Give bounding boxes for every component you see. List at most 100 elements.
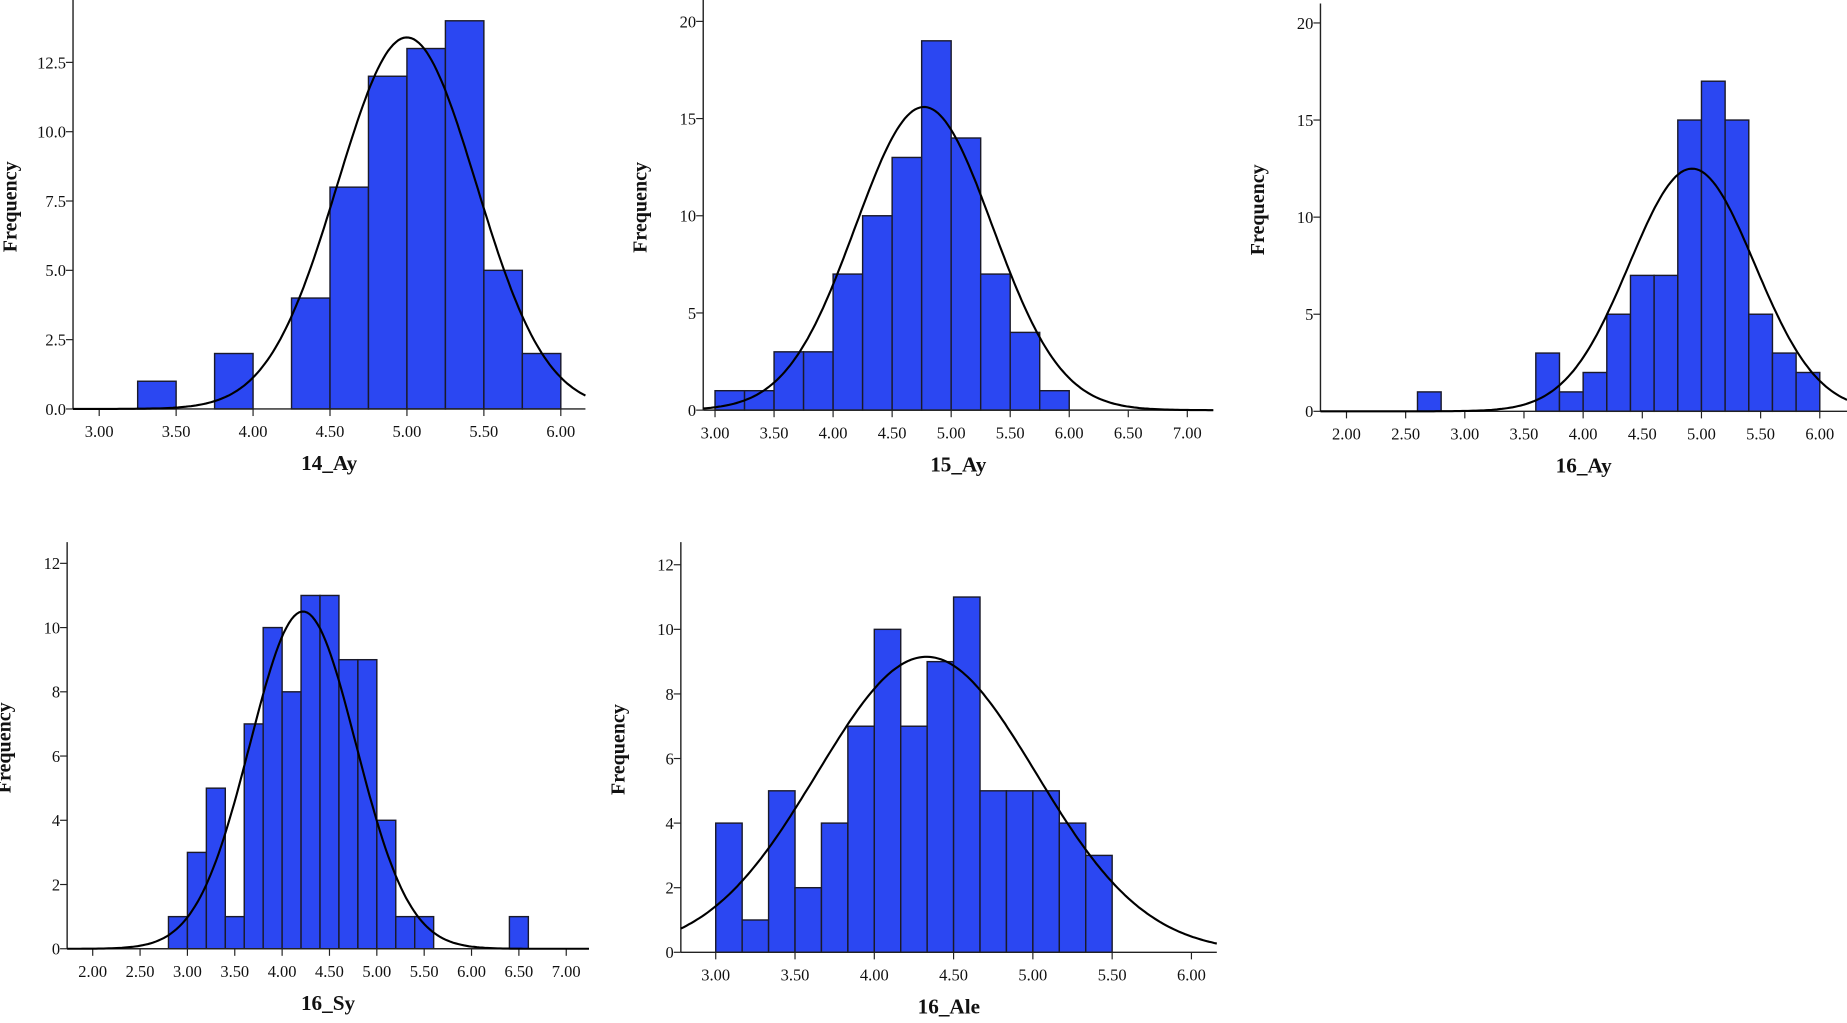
x-tick-label: 4.50 <box>316 422 345 441</box>
y-axis-title: Frequency <box>1247 164 1269 255</box>
x-tick-label: 3.00 <box>701 966 730 985</box>
histogram-bar <box>832 273 864 411</box>
y-tick-label: 0 <box>666 943 674 962</box>
histogram-bar <box>395 915 416 950</box>
y-tick-label: 4 <box>52 811 60 830</box>
histogram-bar <box>773 351 805 411</box>
y-tick-label: 2 <box>52 875 60 894</box>
y-tick-label: 4 <box>666 814 674 833</box>
histogram-bar <box>406 47 447 410</box>
x-tick-label: 6.50 <box>1114 423 1143 442</box>
histogram-bar <box>414 915 435 950</box>
x-tick-label: 3.00 <box>173 962 202 981</box>
histogram-bar <box>300 594 321 950</box>
y-tick-label: 2 <box>666 879 674 898</box>
x-tick-label: 5.00 <box>393 422 422 441</box>
histogram-16_Ay: 2.00 2.50 3.00 3.50 4.00 4.50 5.00 5.50 6.00 0 5 10… <box>1247 3 1847 478</box>
histogram-bar <box>1009 331 1041 411</box>
y-tick-label: 5.0 <box>45 261 66 280</box>
x-tick-label: 5.50 <box>469 422 498 441</box>
histogram-bar <box>847 725 876 953</box>
y-axis-title: Frequency <box>0 702 16 793</box>
histogram-bar <box>376 819 397 950</box>
x-tick-label: 5.00 <box>362 962 391 981</box>
y-tick-label: 2.5 <box>45 331 66 350</box>
x-tick-label: 4.50 <box>1628 425 1657 444</box>
x-tick-label: 6.00 <box>1805 425 1834 444</box>
histogram-bar <box>1558 391 1584 413</box>
histogram-bar <box>920 40 952 411</box>
x-tick-label: 3.50 <box>220 962 249 981</box>
y-tick-label: 10 <box>1297 208 1313 227</box>
x-tick-label: 6.00 <box>457 962 486 981</box>
y-tick-label: 15 <box>680 109 696 128</box>
x-tick-label: 4.50 <box>939 966 968 985</box>
histogram-bar <box>1005 790 1034 953</box>
x-tick-label: 5.00 <box>1687 425 1716 444</box>
histogram-bar <box>1677 119 1703 413</box>
histogram-bar <box>979 273 1011 411</box>
x-tick-label: 2.50 <box>1391 425 1420 444</box>
x-tick-label: 7.00 <box>1173 423 1202 442</box>
histogram-bar <box>1606 313 1632 413</box>
y-tick-label: 20 <box>680 12 696 31</box>
histogram-bar <box>205 787 227 950</box>
histogram-bar <box>329 186 370 410</box>
x-tick-label: 5.50 <box>410 962 439 981</box>
histogram-bar <box>186 851 208 950</box>
y-tick-label: 10 <box>44 618 60 637</box>
histogram-bar <box>1582 371 1608 413</box>
histogram-bar <box>1653 274 1679 413</box>
y-axis-title: Frequency <box>0 161 21 252</box>
histogram-bar <box>794 886 823 953</box>
y-tick-label: 0.0 <box>45 400 66 419</box>
histogram-bar <box>136 380 177 410</box>
y-tick-label: 20 <box>1297 14 1313 33</box>
histogram-bar <box>861 215 893 411</box>
x-tick-label: 2.00 <box>1332 425 1361 444</box>
normal-curve <box>680 655 1218 945</box>
x-tick-label: 3.00 <box>701 423 730 442</box>
histogram-bar <box>1085 854 1113 953</box>
y-tick-label: 0 <box>1305 402 1313 421</box>
histogram-bar <box>224 915 245 950</box>
histogram-bar <box>213 352 254 410</box>
normal-curve <box>1320 167 1847 413</box>
y-axis-title: Frequency <box>630 162 652 253</box>
y-tick-label: 6 <box>52 747 60 766</box>
histogram-bar <box>1039 389 1070 411</box>
histogram-bar <box>820 822 849 953</box>
histogram-16_Sy: 2.00 2.50 3.00 3.50 4.00 4.50 5.00 5.50 6.00 6.50… <box>0 542 589 1015</box>
histogram-bar <box>952 596 981 953</box>
histogram-15_Ay: 3.00 3.50 4.00 4.50 5.00 5.50 6.00 6.50 7.00 0 5 10… <box>630 0 1214 476</box>
histogram-bar <box>873 628 902 953</box>
y-tick-label: 10.0 <box>37 123 66 142</box>
x-axis-title: 16_Sy <box>301 991 356 1015</box>
y-tick-label: 12.5 <box>37 53 66 72</box>
histogram-bar <box>715 822 743 953</box>
histogram-bar <box>1748 313 1774 413</box>
x-tick-label: 4.00 <box>819 423 848 442</box>
y-tick-label: 12 <box>44 554 60 573</box>
x-axis-title: 15_Ay <box>930 452 986 476</box>
x-tick-label: 4.50 <box>315 962 344 981</box>
histogram-bar <box>508 915 530 950</box>
y-tick-label: 12 <box>657 556 673 575</box>
x-axis-title: 14_Ay <box>301 451 357 475</box>
x-tick-label: 2.00 <box>78 962 107 981</box>
histogram-bar <box>979 790 1008 953</box>
histogram-bar <box>367 75 408 410</box>
histogram-bar <box>357 658 378 950</box>
x-tick-label: 7.00 <box>552 962 581 981</box>
histogram-bar <box>290 297 331 410</box>
y-tick-label: 6 <box>666 749 674 768</box>
histogram-bar <box>338 658 359 950</box>
y-tick-label: 5 <box>688 304 696 323</box>
x-tick-label: 6.50 <box>504 962 533 981</box>
histogram-bar <box>262 626 283 950</box>
x-tick-label: 3.00 <box>85 422 114 441</box>
x-tick-label: 5.00 <box>937 423 966 442</box>
histogram-bar <box>521 352 562 410</box>
x-tick-label: 4.50 <box>878 423 907 442</box>
